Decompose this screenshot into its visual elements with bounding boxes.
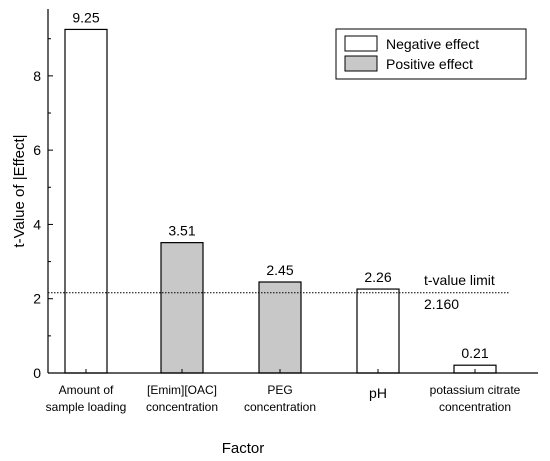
bar-value-label-4: 2.26 [364,269,391,285]
bar-2 [160,242,204,374]
legend-label-negative: Negative effect [386,36,479,52]
legend-label-positive: Positive effect [386,56,473,72]
bar-value-label-2: 3.51 [168,223,195,239]
x-category-label-3-line-2: concentration [244,400,316,414]
x-category-label-2-line-2: concentration [146,400,218,414]
x-category-label-3: PEG concentration [244,383,316,414]
reference-line-group: t-value limit 2.160 [48,272,509,312]
bar-3 [258,281,302,374]
y-tick-label-6: 6 [33,142,41,158]
reference-line-value: 2.160 [424,296,459,312]
legend-swatch-negative [344,35,378,52]
bars: 9.25 3.51 2.45 2.26 0.21 [64,9,497,374]
y-tick-label-4: 4 [33,216,41,232]
bar-value-label-1: 9.25 [72,9,99,25]
y-tick-label-0: 0 [33,365,41,381]
x-category-label-3-line-1: PEG [267,383,292,397]
x-axis-title: Factor [222,440,265,457]
reference-line-label: t-value limit [424,272,495,288]
x-category-label-4: pH [369,385,387,401]
x-category-label-2: [Emim][OAC] concentration [146,383,218,414]
legend: Negative effect Positive effect [335,28,527,80]
legend-swatch-positive [344,55,378,72]
x-category-label-5-line-2: concentration [439,400,511,414]
x-category-label-1-line-1: Amount of [59,383,114,397]
x-category-label-1: Amount of sample loading [46,383,127,414]
y-axis-title: t-Value of |Effect| [11,134,28,247]
x-category-label-2-line-1: [Emim][OAC] [147,383,217,397]
x-category-label-4-line-1: pH [369,385,387,401]
bar-4 [356,288,400,374]
x-category-label-5-line-1: potassium citrate [430,383,521,397]
bar-value-label-5: 0.21 [461,345,488,361]
x-category-label-1-line-2: sample loading [46,400,127,414]
y-tick-label-8: 8 [33,68,41,84]
bar-value-label-3: 2.45 [266,262,293,278]
y-tick-label-2: 2 [33,291,41,307]
bar-1 [64,28,108,374]
x-category-label-5: potassium citrate concentration [430,383,521,414]
axes: 0 2 4 6 8 Amount of sample loading [Emim][OAC] c… [11,9,538,457]
